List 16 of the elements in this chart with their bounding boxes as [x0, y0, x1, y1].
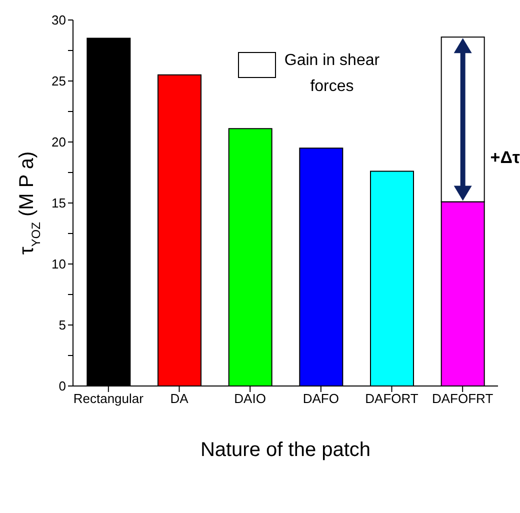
x-tick-label: DAFO — [302, 391, 339, 406]
y-tick-label: 0 — [58, 378, 66, 394]
y-tick-label: 20 — [52, 134, 66, 150]
legend-label: Gain in shear forces — [283, 51, 381, 97]
x-tick-label: DA — [170, 391, 189, 406]
y-tick-label: 5 — [58, 318, 66, 333]
annotation: +Δτ — [490, 148, 520, 168]
x-tick-label: DAFOFRT — [432, 391, 494, 406]
x-tick-label: DAIO — [234, 391, 266, 406]
x-axis-title: Nature of the patch — [200, 439, 371, 461]
x-tick-label: DAFORT — [365, 391, 418, 406]
y-tick-label: 10 — [52, 256, 66, 272]
y-tick-label: 30 — [52, 12, 66, 28]
y-tick-label: 25 — [52, 74, 66, 89]
y-tick-label: 15 — [52, 196, 66, 211]
x-tick-label: Rectangular — [73, 391, 144, 406]
